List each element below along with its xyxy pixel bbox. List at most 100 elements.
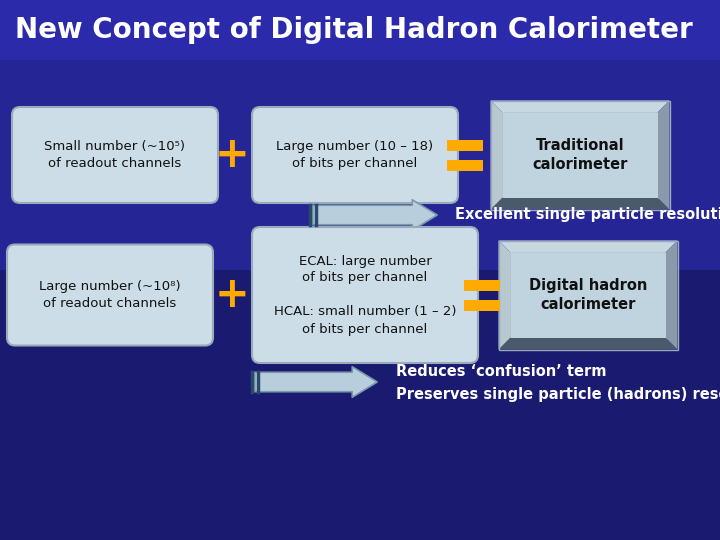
Bar — [0, 312, 720, 313]
Bar — [0, 141, 720, 142]
Bar — [0, 454, 720, 455]
Bar — [0, 293, 720, 294]
Bar — [0, 107, 720, 108]
Bar — [0, 332, 720, 333]
Bar — [0, 297, 720, 298]
Bar — [0, 257, 720, 258]
Bar — [0, 426, 720, 427]
Bar — [0, 276, 720, 277]
Bar — [464, 280, 500, 291]
Bar — [0, 287, 720, 288]
Bar — [0, 24, 720, 25]
Bar — [0, 193, 720, 194]
Bar — [0, 472, 720, 473]
Bar — [0, 135, 720, 136]
Bar — [0, 435, 720, 436]
Bar — [0, 43, 720, 44]
Bar — [0, 129, 720, 130]
Bar — [0, 269, 720, 270]
Bar — [0, 267, 720, 268]
Bar — [0, 145, 720, 146]
Text: +: + — [215, 134, 249, 176]
Bar — [0, 14, 720, 15]
Bar — [0, 431, 720, 432]
Bar — [0, 231, 720, 232]
Bar — [0, 329, 720, 330]
Bar — [0, 7, 720, 8]
Bar — [0, 319, 720, 320]
Bar — [0, 535, 720, 536]
Polygon shape — [490, 198, 670, 210]
Bar — [0, 268, 720, 269]
Bar — [0, 110, 720, 111]
Bar — [0, 180, 720, 181]
Bar — [0, 75, 720, 76]
Bar — [0, 65, 720, 66]
Bar — [0, 9, 720, 10]
Bar — [0, 323, 720, 324]
Bar — [0, 455, 720, 456]
Bar — [0, 295, 720, 296]
Bar — [0, 490, 720, 491]
Bar — [0, 385, 720, 386]
Bar — [0, 533, 720, 534]
Bar — [0, 475, 720, 476]
Bar — [0, 337, 720, 338]
Bar — [0, 26, 720, 27]
Bar — [0, 216, 720, 217]
Text: Large number (~10⁸)
of readout channels: Large number (~10⁸) of readout channels — [39, 280, 181, 310]
Bar — [0, 192, 720, 193]
Bar — [0, 81, 720, 82]
Polygon shape — [490, 100, 670, 112]
Bar — [0, 40, 720, 41]
Bar — [0, 341, 720, 342]
Bar — [0, 316, 720, 317]
Bar — [0, 370, 720, 371]
Bar — [0, 513, 720, 514]
Bar — [0, 38, 720, 39]
Bar — [0, 522, 720, 523]
Bar — [0, 528, 720, 529]
FancyBboxPatch shape — [12, 107, 218, 203]
Bar — [0, 99, 720, 100]
Bar — [0, 306, 720, 307]
Bar — [0, 382, 720, 383]
Bar — [0, 355, 720, 356]
Bar — [0, 147, 720, 148]
Bar — [0, 54, 720, 55]
Bar — [0, 277, 720, 278]
Bar — [0, 209, 720, 210]
Bar — [0, 354, 720, 355]
Bar — [0, 406, 720, 407]
Polygon shape — [490, 100, 503, 210]
Bar — [0, 538, 720, 539]
Bar — [0, 77, 720, 78]
Bar — [0, 429, 720, 430]
Bar — [0, 506, 720, 507]
Bar — [0, 29, 720, 30]
Bar — [0, 191, 720, 192]
Bar — [0, 497, 720, 498]
Polygon shape — [657, 100, 670, 210]
Bar — [0, 499, 720, 500]
Bar — [0, 311, 720, 312]
Bar — [0, 123, 720, 124]
Bar — [0, 119, 720, 120]
Bar — [0, 388, 720, 389]
Bar — [0, 179, 720, 180]
Bar — [0, 392, 720, 393]
Bar — [0, 17, 720, 18]
Bar — [0, 351, 720, 352]
Bar — [0, 289, 720, 290]
Bar — [0, 206, 720, 207]
Bar — [0, 84, 720, 85]
Bar — [0, 111, 720, 112]
Bar — [0, 6, 720, 7]
Bar — [0, 291, 720, 292]
Bar — [0, 339, 720, 340]
Text: Excellent single particle resolution: Excellent single particle resolution — [455, 207, 720, 222]
Bar — [0, 59, 720, 60]
Bar — [0, 18, 720, 19]
Bar — [0, 182, 720, 183]
Bar — [0, 79, 720, 80]
